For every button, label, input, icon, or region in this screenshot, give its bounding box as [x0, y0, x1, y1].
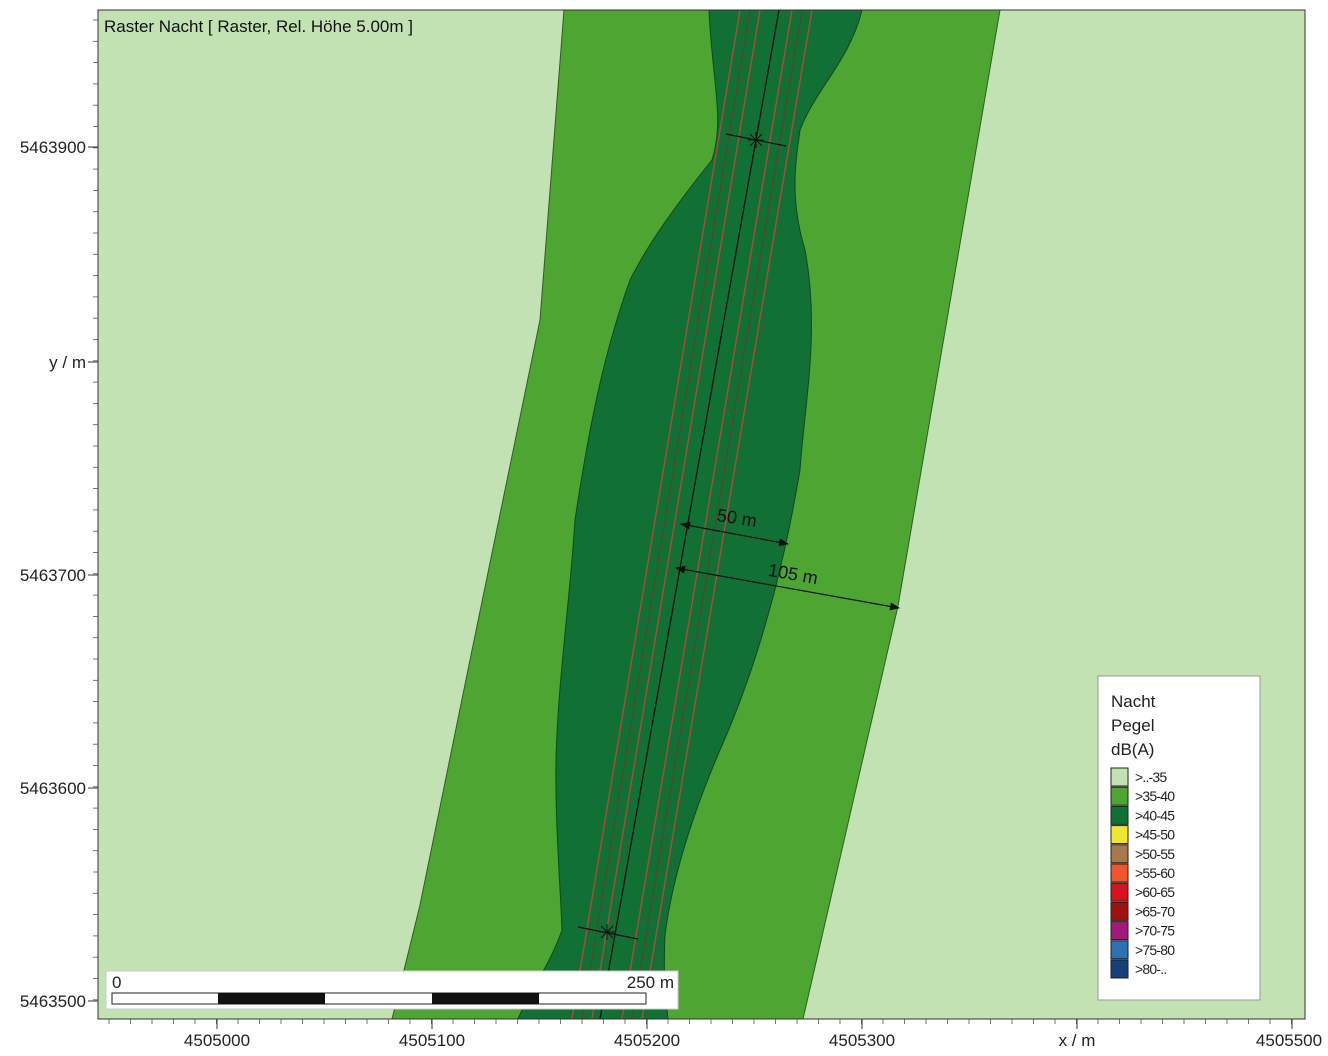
scale-bar: 0 250 m — [105, 970, 679, 1010]
legend-swatch — [1110, 959, 1129, 979]
legend-swatch — [1110, 940, 1129, 960]
y-tick-label: 5463600 — [20, 779, 86, 798]
dimension-line-50m — [680, 521, 789, 547]
legend-swatch — [1110, 882, 1129, 902]
x-tick-label: 4505500 — [1256, 1031, 1322, 1050]
legend-swatch — [1110, 844, 1129, 864]
y-axis-label: y / m — [49, 353, 86, 372]
legend-label: >70-75 — [1135, 923, 1175, 939]
legend-label: >50-55 — [1135, 846, 1175, 862]
legend-swatch — [1110, 863, 1129, 883]
legend-label: >..-35 — [1135, 769, 1167, 785]
legend: Nacht Pegel dB(A) >..-35 >35-40 >40-45 >45-… — [1097, 675, 1261, 1001]
x-axis: 4505000 4505100 4505200 4505300 x / m 45… — [184, 1019, 1322, 1050]
legend-title-line: Nacht — [1111, 692, 1156, 711]
legend-swatch — [1110, 805, 1129, 825]
legend-swatch — [1110, 921, 1129, 941]
map-title: Raster Nacht [ Raster, Rel. Höhe 5.00m ] — [104, 17, 413, 36]
legend-entries: >..-35 >35-40 >40-45 >45-50 >50-55 >55-60 >60-… — [1110, 767, 1176, 979]
legend-label: >55-60 — [1135, 865, 1175, 881]
x-axis-minor-ticks — [108, 1019, 1292, 1024]
legend-label: >45-50 — [1135, 827, 1175, 843]
x-axis-label: x / m — [1059, 1031, 1096, 1050]
x-tick-label: 4505100 — [399, 1031, 465, 1050]
legend-swatch — [1110, 786, 1129, 806]
x-tick-label: 4505200 — [614, 1031, 680, 1050]
legend-label: >35-40 — [1135, 788, 1175, 804]
scale-bar-start-label: 0 — [112, 973, 121, 992]
x-tick-label: 4505000 — [184, 1031, 250, 1050]
legend-label: >60-65 — [1135, 884, 1175, 900]
road-lines — [571, 9, 813, 1020]
legend-swatch — [1110, 901, 1129, 921]
legend-title-line: dB(A) — [1111, 740, 1154, 759]
legend-label: >65-70 — [1135, 903, 1175, 919]
x-tick-label: 4505300 — [829, 1031, 895, 1050]
legend-label: >75-80 — [1135, 942, 1175, 958]
y-tick-label: 5463500 — [20, 992, 86, 1011]
y-tick-label: 5463700 — [20, 566, 86, 585]
legend-label: >40-45 — [1135, 807, 1175, 823]
dimension-line-105m — [675, 565, 900, 611]
legend-swatch — [1110, 767, 1129, 787]
legend-label: >80-.. — [1135, 961, 1166, 977]
scale-bar-end-label: 250 m — [627, 973, 674, 992]
y-tick-label: 5463900 — [20, 138, 86, 157]
cross-section-top — [725, 132, 787, 148]
cross-section-bottom — [577, 924, 639, 940]
legend-title-line: Pegel — [1111, 716, 1154, 735]
y-axis: 5463900 y / m 5463700 5463600 5463500 — [20, 138, 98, 1011]
map-frame — [97, 9, 1306, 1020]
y-axis-minor-ticks — [93, 19, 98, 1001]
legend-swatch — [1110, 825, 1129, 845]
